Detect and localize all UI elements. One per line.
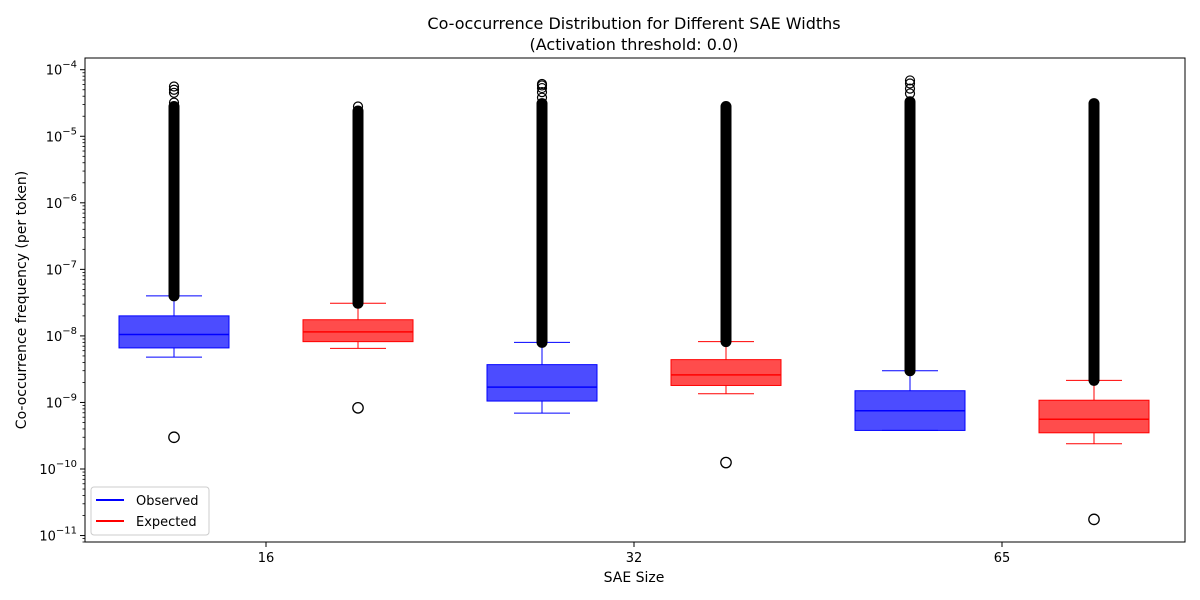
outlier-point: [168, 431, 180, 444]
outlier-point: [904, 83, 916, 94]
box-32-observed: [486, 78, 598, 414]
legend: Observed Expected: [90, 486, 210, 536]
box-65-expected: [1038, 98, 1150, 526]
legend-label-observed: Observed: [136, 494, 199, 509]
box-65-observed: [854, 75, 966, 431]
box-iqr: [670, 359, 782, 386]
outlier-point: [1088, 513, 1100, 526]
outlier-point: [904, 78, 916, 89]
outlier-point: [536, 92, 548, 103]
y-tick-label: 10−5: [46, 126, 77, 145]
outlier-point: [720, 456, 732, 469]
box-16-observed: [118, 81, 230, 444]
outlier-point: [168, 87, 180, 98]
box-32-expected: [670, 101, 782, 469]
y-tick-label: 10−8: [46, 326, 77, 345]
y-tick-label: 10−7: [46, 259, 77, 278]
y-tick-label: 10−10: [39, 459, 77, 478]
box-iqr: [118, 315, 230, 349]
y-tick-label: 10−4: [46, 60, 77, 79]
outlier-point: [352, 101, 364, 112]
chart-subtitle: (Activation threshold: 0.0): [530, 35, 739, 54]
plot-frame: [84, 57, 1186, 543]
plot-area: [118, 75, 1150, 526]
x-tick-label: 16: [258, 551, 275, 566]
outlier-point: [168, 84, 180, 95]
chart-title: Co-occurrence Distribution for Different…: [427, 14, 840, 33]
outlier-point: [536, 87, 548, 98]
outlier-point: [352, 401, 364, 414]
box-16-expected: [302, 101, 414, 414]
outlier-point: [904, 75, 916, 86]
box-iqr: [486, 364, 598, 402]
x-tick-label: 65: [994, 551, 1011, 566]
box-iqr: [1038, 399, 1150, 434]
box-iqr: [302, 319, 414, 343]
y-tick-label: 10−6: [46, 193, 77, 212]
outlier-point: [536, 78, 548, 90]
x-axis-label: SAE Size: [604, 570, 665, 586]
legend-label-expected: Expected: [136, 515, 197, 530]
outlier-point: [168, 97, 180, 108]
y-tick-label: 10−9: [46, 392, 77, 411]
y-tick-label: 10−11: [39, 526, 77, 545]
outlier-point: [168, 81, 180, 92]
outlier-point: [536, 82, 548, 94]
y-axis-label: Co-occurrence frequency (per token): [14, 171, 30, 429]
x-tick-label: 32: [626, 551, 643, 566]
outlier-point: [904, 88, 916, 99]
axes: 10−11 10−10 10−9 10−8 10−7 10−6 10−5 10−4 16 32 65: [39, 60, 1010, 566]
